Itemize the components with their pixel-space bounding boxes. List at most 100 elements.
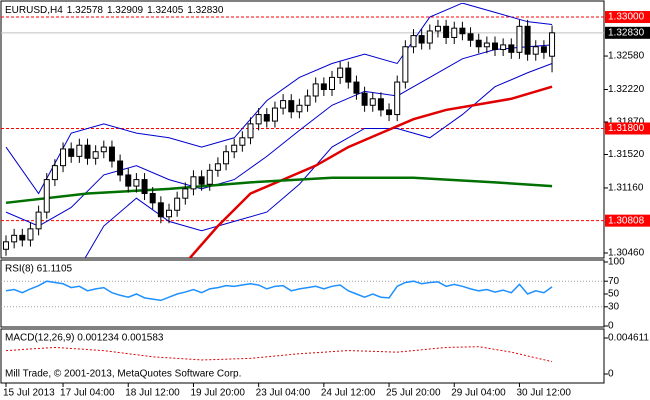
header: EURUSD,H4 1.32578 1.32909 1.32405 1.32830: [5, 5, 224, 16]
candle-body: [361, 92, 368, 106]
candle-body: [263, 114, 270, 122]
x-tick-label: 17 Jul 04:00: [60, 388, 115, 399]
candle-body: [540, 46, 547, 53]
candle-body: [174, 197, 181, 211]
candle-body: [492, 42, 498, 51]
band-lower: [84, 63, 553, 258]
candle-body: [255, 114, 262, 125]
level-label-box: [605, 11, 650, 24]
x-tick-label: 18 Jul 12:00: [125, 388, 180, 399]
candle-body: [117, 160, 124, 176]
y-tick-label: 0.004611: [608, 333, 649, 344]
x-tick-label: 23 Jul 04:00: [256, 388, 311, 399]
y-tick-label: 0: [608, 321, 614, 332]
x-tick-label: 19 Jul 20:00: [190, 388, 245, 399]
candle-body: [296, 104, 303, 113]
moving-average: [188, 85, 553, 258]
indicator-line: [5, 280, 553, 302]
candle-body: [51, 165, 58, 181]
candle-body: [231, 144, 238, 153]
y-tick-label: 1.31870: [608, 117, 645, 128]
band-upper: [5, 3, 553, 195]
current-price-label: 1.32830: [608, 27, 645, 38]
band-middle: [5, 44, 553, 227]
y-tick-label: 30: [608, 301, 620, 312]
rsi-title: RSI(8) 61.1105: [5, 264, 73, 275]
candle-body: [43, 179, 50, 213]
y-tick-label: 1.31160: [608, 183, 644, 194]
level-label: 1.31800: [608, 123, 645, 134]
candle-body: [426, 30, 433, 44]
x-tick-label: 24 Jul 12:00: [321, 388, 376, 399]
candle-body: [369, 98, 376, 106]
plot-area: [1, 280, 604, 308]
level-label: 1.33000: [608, 12, 645, 23]
candle-body: [377, 98, 384, 111]
y-tick-label: 1.32220: [608, 84, 645, 95]
plot-area: [1, 3, 604, 258]
candle-body: [410, 35, 417, 48]
candle-body: [386, 109, 393, 116]
indicator-line: [5, 346, 553, 363]
candle-body: [125, 174, 132, 187]
plot-area: [5, 346, 553, 363]
candle-body: [524, 25, 531, 55]
candle-body: [280, 100, 287, 109]
level-label: 1.30808: [608, 215, 645, 226]
copyright: Mill Trade, © 2001-2013, MetaQuotes Soft…: [5, 369, 241, 380]
candle-body: [451, 27, 458, 38]
macd-panel: [0, 328, 605, 384]
y-tick-label: 1.30460: [608, 248, 645, 259]
candle-body: [239, 137, 246, 146]
candle-body: [508, 44, 515, 53]
y-tick-label: 70: [608, 276, 620, 287]
candle-body: [394, 81, 401, 116]
candle-body: [320, 83, 327, 90]
main-panel: [0, 0, 605, 259]
x-tick-label: 30 Jul 12:00: [516, 388, 571, 399]
candle-body: [288, 100, 295, 113]
candle-body: [459, 27, 466, 35]
candle-body: [549, 32, 556, 57]
candle-body: [516, 25, 523, 53]
candle-body: [443, 25, 450, 38]
candle-body: [271, 107, 278, 122]
candle-body: [35, 211, 42, 230]
candle-body: [532, 46, 539, 55]
candle-body: [223, 151, 230, 165]
candle-body: [149, 193, 156, 204]
candle-body: [182, 188, 189, 199]
candle-body: [68, 148, 75, 157]
candle-body: [100, 146, 107, 153]
candle-body: [19, 234, 26, 241]
candle-body: [76, 144, 83, 157]
candle-body: [467, 33, 474, 41]
level-label-box: [605, 122, 650, 135]
candle-body: [60, 148, 67, 167]
candle-body: [3, 241, 9, 250]
candle-body: [92, 151, 99, 159]
y-tick-label: 100: [608, 257, 625, 268]
candle-body: [190, 176, 197, 190]
candle-body: [329, 76, 335, 90]
candle-body: [475, 39, 482, 48]
y-tick-label: 1.31520: [608, 149, 645, 160]
candle-body: [247, 123, 254, 139]
candle-body: [27, 228, 34, 241]
candle-body: [304, 95, 311, 106]
candle-body: [133, 179, 140, 187]
x-tick-label: 29 Jul 04:00: [451, 388, 506, 399]
candle-body: [434, 25, 441, 32]
x-tick-label: 15 Jul 2013: [3, 388, 55, 399]
candle-body: [312, 83, 319, 97]
candle-body: [402, 46, 409, 83]
candle-body: [483, 42, 490, 48]
candle-body: [353, 81, 360, 94]
candle-body: [141, 179, 148, 195]
candle-body: [206, 169, 213, 185]
moving-average: [5, 176, 553, 205]
candle-body: [198, 176, 205, 185]
macd-title: MACD(12,26,9) 0.001234 0.001583: [5, 333, 164, 344]
symbol: EURUSD,H4: [5, 5, 63, 16]
